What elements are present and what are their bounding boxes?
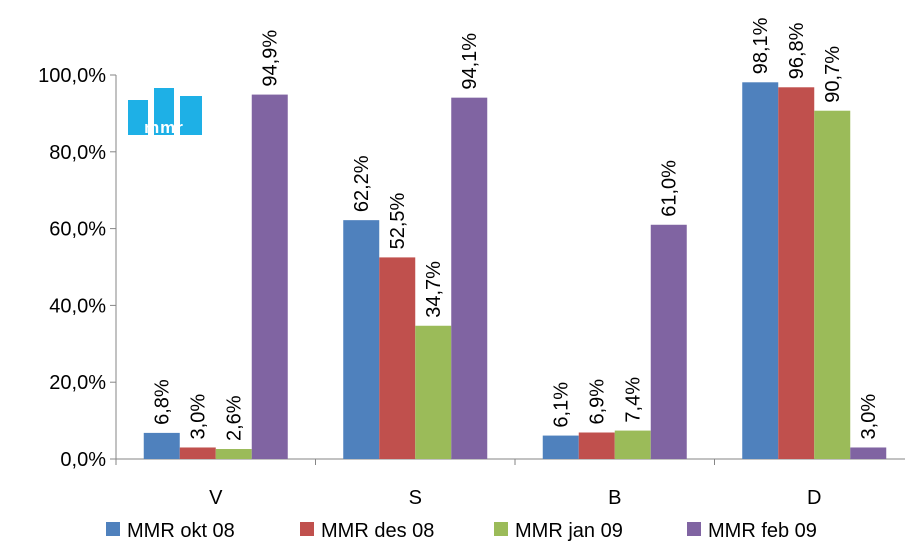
bar bbox=[451, 97, 488, 459]
legend-swatch bbox=[300, 522, 314, 536]
axes: 0,0% 20,0% 40,0% 60,0% 80,0% 100,0% V S B D bbox=[38, 65, 905, 509]
data-label: 61,0% bbox=[659, 160, 681, 217]
data-label: 34,7% bbox=[423, 261, 445, 318]
data-label: 94,9% bbox=[260, 30, 282, 87]
x-tick-label: S bbox=[409, 487, 422, 509]
bar bbox=[778, 87, 815, 460]
x-tick-label: D bbox=[807, 487, 821, 509]
legend-label: MMR jan 09 bbox=[515, 520, 623, 542]
bar bbox=[343, 220, 380, 459]
legend: MMR okt 08 MMR des 08 MMR jan 09 MMR feb 09 bbox=[106, 520, 817, 542]
bar bbox=[814, 110, 851, 459]
legend-swatch bbox=[494, 522, 508, 536]
data-label: 52,5% bbox=[387, 192, 409, 249]
bar bbox=[251, 94, 288, 460]
bar bbox=[650, 224, 687, 459]
data-label: 62,2% bbox=[351, 155, 373, 212]
y-tick-label: 80,0% bbox=[49, 142, 106, 164]
bar bbox=[614, 430, 651, 459]
y-tick-label: 100,0% bbox=[38, 65, 106, 87]
y-tick-label: 0,0% bbox=[60, 449, 106, 471]
data-label: 3,0% bbox=[858, 394, 880, 440]
legend-swatch bbox=[106, 522, 120, 536]
bar bbox=[379, 257, 416, 459]
y-tick-label: 20,0% bbox=[49, 372, 106, 394]
data-label: 6,1% bbox=[551, 382, 573, 428]
data-labels: 6,8% 3,0% 2,6% 94,9% 62,2% 52,5% 34,7% 94,1% 6,1… bbox=[152, 17, 881, 441]
data-label: 7,4% bbox=[623, 377, 645, 423]
legend-label: MMR okt 08 bbox=[127, 520, 235, 542]
bar bbox=[542, 435, 579, 459]
logo-text: mmr bbox=[144, 118, 184, 137]
data-label: 96,8% bbox=[786, 22, 808, 79]
y-tick-label: 40,0% bbox=[49, 295, 106, 317]
legend-label: MMR des 08 bbox=[321, 520, 434, 542]
data-label: 3,0% bbox=[188, 394, 210, 440]
bar bbox=[179, 447, 216, 459]
legend-swatch bbox=[687, 522, 701, 536]
y-tick-label: 60,0% bbox=[49, 219, 106, 241]
bar bbox=[850, 447, 887, 459]
data-label: 2,6% bbox=[224, 395, 246, 441]
bar bbox=[143, 432, 180, 459]
data-label: 90,7% bbox=[822, 46, 844, 103]
data-label: 98,1% bbox=[750, 17, 772, 74]
bar bbox=[742, 82, 779, 460]
x-tick-label: B bbox=[608, 487, 621, 509]
bar bbox=[578, 432, 615, 459]
data-label: 6,8% bbox=[152, 379, 174, 425]
bars bbox=[143, 82, 887, 460]
data-label: 94,1% bbox=[459, 33, 481, 90]
bar bbox=[415, 325, 452, 459]
bar bbox=[215, 449, 252, 459]
data-label: 6,9% bbox=[587, 379, 609, 425]
legend-label: MMR feb 09 bbox=[708, 520, 817, 542]
mmr-logo-icon: mmr bbox=[128, 88, 202, 137]
x-tick-label: V bbox=[209, 487, 223, 509]
